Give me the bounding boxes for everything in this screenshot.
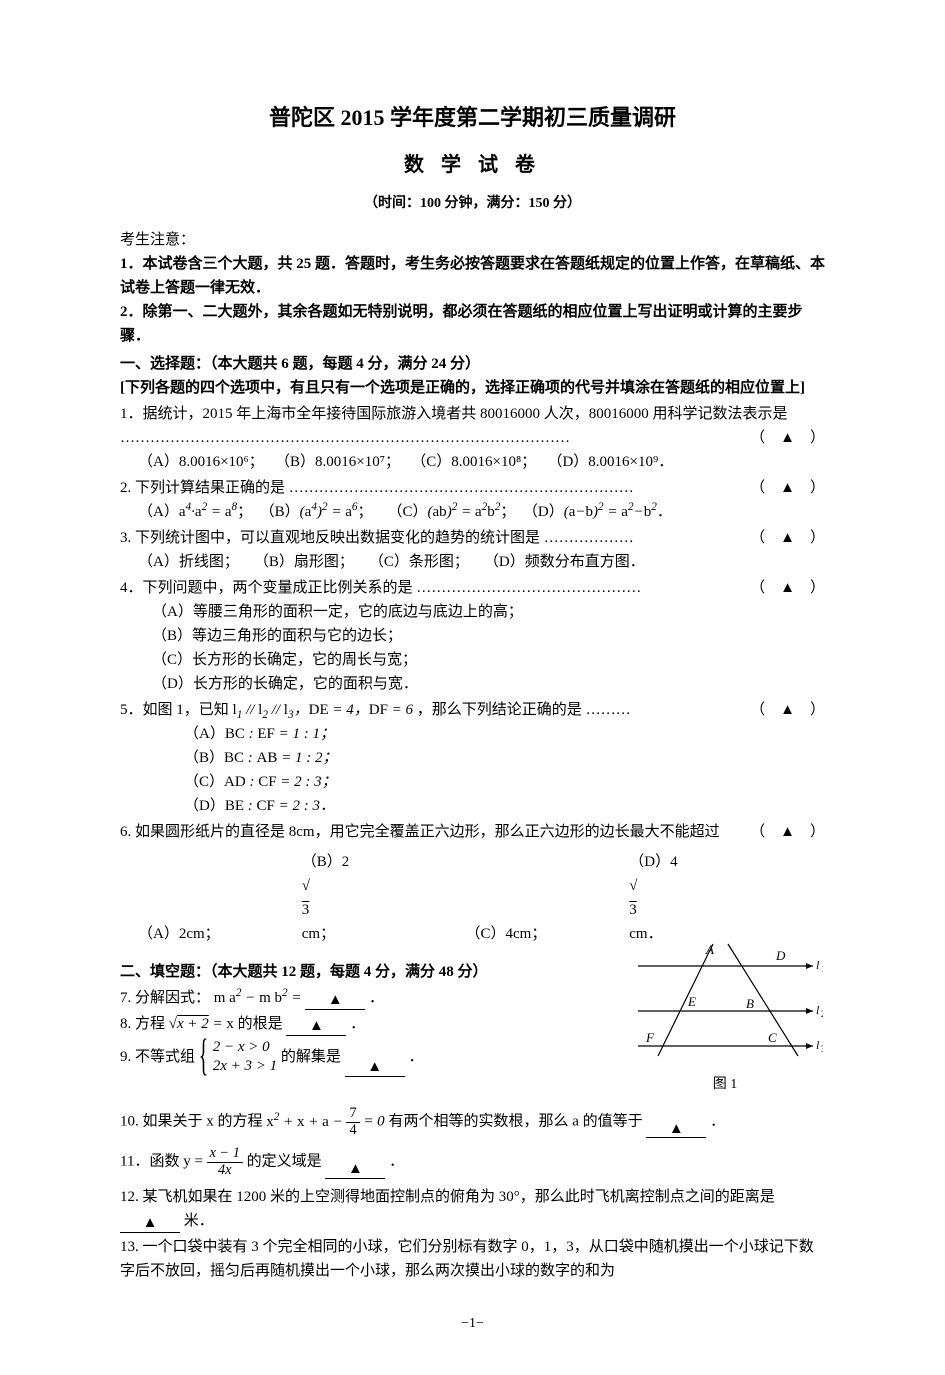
q6-opt-c: （C）4cm； — [466, 922, 626, 946]
q4-opt-a: （A）等腰三角形的面积一定，它的底边与底边上的高； — [152, 600, 825, 624]
q1-text: 1．据统计，2015 年上海市全年接待国际旅游入境者共 80016000 人次，… — [120, 406, 788, 422]
q5-opt-b: （B）BC : AB = 1 : 2； — [184, 746, 825, 770]
question-13: 13. 一个口袋中装有 3 个完全相同的小球，它们分别标有数字 0，1，3，从口… — [120, 1235, 825, 1283]
q2-options: （A）a4·a2 = a8； （B）(a4)2 = a6； （C）(ab)2 =… — [120, 500, 825, 524]
sub-title: 数 学 试 卷 — [120, 149, 825, 181]
q3-options: （A）折线图； （B）扇形图； （C）条形图； （D）频数分布直方图． — [120, 550, 825, 574]
q6-opt-b: （B）2√3 cm； — [302, 850, 462, 946]
q1-opt-a: （A）8.0016×10⁶； — [138, 450, 264, 474]
notice-lead: 考生注意： — [120, 228, 825, 252]
q5-opt-d: （D）BE : CF = 2 : 3． — [184, 794, 825, 818]
q1-options: （A）8.0016×10⁶； （B）8.0016×10⁷； （C）8.0016×… — [120, 450, 825, 474]
q3-text: 3. 下列统计图中，可以直观地反映出数据变化的趋势的统计图是 — [120, 530, 540, 546]
question-2: 2. 下列计算结果正确的是 …………………………………………………………… （ … — [120, 476, 825, 500]
question-9: 9. 不等式组 2 − x > 0 2x + 3 > 1 的解集是 ▲ ． — [120, 1038, 825, 1077]
question-5: 5．如图 1，已知 l1 // l2 // l3，DE = 4，DF = 6 ，… — [120, 698, 825, 722]
q2-opt-d: （D）(a−b)2 = a2−b2． — [523, 500, 672, 524]
q7-blank: ▲ — [305, 993, 365, 1010]
q5-text-post: ，那么下列结论正确的是 — [417, 702, 582, 718]
q10-blank: ▲ — [646, 1122, 706, 1139]
svg-text:1: 1 — [821, 964, 823, 974]
q3-opt-d: （D）频数分布直方图． — [484, 550, 645, 574]
q3-opt-b: （B）扇形图； — [254, 550, 354, 574]
q2-opt-b: （B）(a4)2 = a6； — [260, 500, 373, 524]
question-3: 3. 下列统计图中，可以直观地反映出数据变化的趋势的统计图是 ……………… （ … — [120, 526, 825, 550]
question-1: 1．据统计，2015 年上海市全年接待国际旅游入境者共 80016000 人次，… — [120, 402, 825, 450]
q6-opt-d: （D）4√3 cm． — [629, 850, 789, 946]
q11-blank: ▲ — [325, 1162, 385, 1179]
q6-answer-box: （ ▲ ） — [750, 820, 825, 844]
question-7: 7. 分解因式： m a2 − m b2 = ▲ ． — [120, 986, 825, 1010]
q5-text-pre: 5．如图 1，已知 — [120, 702, 233, 718]
q3-opt-c: （C）条形图； — [369, 550, 469, 574]
q4-opt-d: （D）长方形的长确定，它的面积与宽． — [152, 672, 825, 696]
q4-options: （A）等腰三角形的面积一定，它的底边与底边上的高； （B）等边三角形的面积与它的… — [120, 600, 825, 696]
q2-opt-a: （A）a4·a2 = a8； — [138, 500, 252, 524]
q1-opt-b: （B）8.0016×10⁷； — [275, 450, 400, 474]
q5-opt-c: （C）AD : CF = 2 : 3； — [184, 770, 825, 794]
q3-opt-a: （A）折线图； — [138, 550, 239, 574]
question-6: 6. 如果圆形纸片的直径是 8cm，用它完全覆盖正六边形，那么正六边形的边长最大… — [120, 820, 825, 844]
q9-blank: ▲ — [345, 1060, 405, 1077]
q9-system: 2 − x > 0 2x + 3 > 1 — [199, 1038, 277, 1077]
section1-title: 一、选择题：（本大题共 6 题，每题 4 分，满分 24 分） — [120, 352, 825, 376]
page-number: −1− — [120, 1313, 825, 1335]
q1-opt-d: （D）8.0016×10⁹． — [547, 450, 673, 474]
notice-1: 1．本试卷含三个大题，共 25 题．答题时，考生务必按答题要求在答题纸规定的位置… — [120, 252, 825, 300]
q1-answer-box: （ ▲ ） — [750, 426, 825, 450]
question-12: 12. 某飞机如果在 1200 米的上空测得地面控制点的俯角为 30°，那么此时… — [120, 1185, 825, 1233]
q4-opt-b: （B）等边三角形的面积与它的边长； — [152, 624, 825, 648]
q5-options: （A）BC : EF = 1 : 1； （B）BC : AB = 1 : 2； … — [120, 722, 825, 818]
q1-dots: ……………………………………………………………………………… — [120, 430, 570, 446]
q4-text: 4．下列问题中，两个变量成正比例关系的是 — [120, 580, 413, 596]
q4-opt-c: （C）长方形的长确定，它的周长与宽； — [152, 648, 825, 672]
question-8: 8. 方程 √x + 2 = x 的根是 ▲ ． — [120, 1012, 825, 1036]
q2-text: 2. 下列计算结果正确的是 — [120, 480, 285, 496]
svg-text:l: l — [816, 958, 820, 972]
question-4: 4．下列问题中，两个变量成正比例关系的是 ……………………………………… （ ▲… — [120, 576, 825, 600]
q5-answer-box: （ ▲ ） — [750, 698, 825, 722]
q2-dots: …………………………………………………………… — [289, 480, 634, 496]
notice-2: 2．除第一、二大题外，其余各题如无特别说明，都必须在答题纸的相应位置上写出证明或… — [120, 300, 825, 348]
q4-answer-box: （ ▲ ） — [750, 576, 825, 600]
q6-text: 6. 如果圆形纸片的直径是 8cm，用它完全覆盖正六边形，那么正六边形的边长最大… — [120, 824, 720, 840]
q5-opt-a: （A）BC : EF = 1 : 1； — [184, 722, 825, 746]
q5-cond: l1 // l2 // l3，DE = 4，DF = 6 — [233, 702, 417, 718]
q3-answer-box: （ ▲ ） — [750, 526, 825, 550]
exam-meta: （时间：100 分钟，满分：150 分） — [120, 193, 825, 215]
q6-opt-a: （A）2cm； — [138, 922, 298, 946]
q6-options: （A）2cm； （B）2√3 cm； （C）4cm； （D）4√3 cm． — [120, 850, 825, 946]
question-11: 11．函数 y = x − 14x 的定义域是 ▲ ． — [120, 1146, 825, 1178]
question-10: 10. 如果关于 x 的方程 x2 + x + a − 74 = 0 有两个相等… — [120, 1106, 825, 1138]
section1-bracket: [下列各题的四个选项中，有且只有一个选项是正确的，选择正确项的代号并填涂在答题纸… — [120, 376, 825, 400]
figure-1-caption: 图 1 — [625, 1074, 825, 1096]
q3-dots: ……………… — [544, 530, 634, 546]
svg-text:D: D — [775, 948, 786, 963]
main-title: 普陀区 2015 学年度第二学期初三质量调研 — [120, 100, 825, 135]
q1-opt-c: （C）8.0016×10⁸； — [411, 450, 536, 474]
q5-dots: ……… — [586, 702, 631, 718]
q12-blank: ▲ — [120, 1216, 180, 1233]
q4-dots: ……………………………………… — [416, 580, 641, 596]
q2-answer-box: （ ▲ ） — [750, 476, 825, 500]
q2-opt-c: （C）(ab)2 = a2b2； — [388, 500, 516, 524]
q8-blank: ▲ — [286, 1019, 346, 1036]
